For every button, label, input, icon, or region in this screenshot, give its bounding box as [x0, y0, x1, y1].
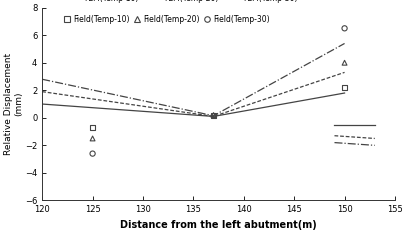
Point	[89, 137, 96, 140]
Point	[210, 113, 217, 117]
Point	[210, 114, 217, 118]
Y-axis label: Relative Displacement
(mm): Relative Displacement (mm)	[4, 53, 24, 155]
Point	[341, 61, 348, 65]
Legend: Field(Temp-10), Field(Temp-20), Field(Temp-30): Field(Temp-10), Field(Temp-20), Field(Te…	[60, 12, 273, 27]
Point	[89, 126, 96, 129]
Point	[341, 26, 348, 30]
Point	[341, 86, 348, 89]
X-axis label: Distance from the left abutment(m): Distance from the left abutment(m)	[120, 220, 317, 230]
Point	[89, 152, 96, 155]
